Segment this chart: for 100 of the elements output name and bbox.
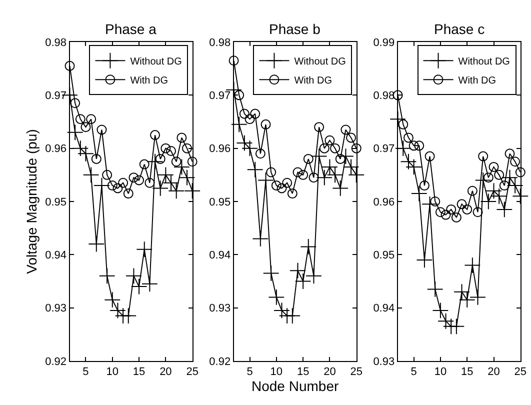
point [496, 201, 513, 218]
legend-label: With DG [458, 76, 496, 87]
point [408, 140, 419, 151]
point [98, 268, 116, 284]
point [419, 180, 430, 191]
point [424, 151, 435, 162]
point [271, 180, 282, 191]
point [184, 182, 201, 200]
point [462, 204, 472, 214]
point [252, 230, 269, 247]
x-tick-label: 15 [460, 366, 474, 378]
point [390, 110, 406, 128]
point [488, 162, 499, 172]
point [88, 236, 105, 252]
point [316, 169, 333, 186]
point [435, 207, 446, 218]
point [483, 172, 494, 183]
point [324, 135, 335, 146]
point [432, 302, 449, 319]
y-tick-label: 0.97 [45, 90, 67, 102]
y-tick-label: 0.93 [373, 356, 395, 368]
point [486, 182, 502, 200]
point [287, 188, 298, 199]
point [104, 292, 121, 308]
point [494, 170, 504, 180]
point [266, 167, 276, 178]
point [166, 146, 176, 156]
point [134, 175, 144, 186]
point [300, 238, 317, 255]
x-tick-label: 20 [160, 366, 172, 378]
point [467, 186, 478, 196]
y-tick-label: 0.93 [209, 302, 231, 315]
y-tick-label: 0.95 [45, 196, 67, 208]
point [504, 148, 515, 159]
y-tick-label: 0.96 [209, 143, 231, 156]
legend-label: With DG [294, 76, 332, 87]
x-tick-label: 10 [270, 366, 283, 378]
point [182, 143, 192, 154]
point [292, 167, 303, 178]
point [308, 172, 319, 183]
point [340, 124, 351, 135]
point [66, 124, 84, 141]
point [510, 156, 520, 167]
point [290, 262, 306, 279]
y-tick-label: 0.92 [209, 356, 231, 368]
point [410, 185, 428, 202]
point [456, 199, 467, 210]
point [82, 166, 100, 184]
x-tick-label: 20 [324, 366, 336, 378]
point [123, 188, 134, 199]
point [146, 153, 164, 170]
point [255, 148, 266, 159]
point [86, 114, 96, 124]
point [91, 154, 102, 164]
y-tick-label: 0.95 [373, 250, 395, 262]
point [306, 268, 322, 284]
point [102, 170, 112, 180]
point [70, 98, 80, 108]
point [426, 281, 444, 298]
point [478, 151, 488, 162]
point [250, 108, 260, 119]
point [242, 140, 258, 157]
point [351, 143, 362, 154]
point [310, 148, 328, 165]
point [112, 183, 123, 194]
x-tick-label: 20 [488, 366, 500, 378]
y-tick-label: 0.97 [209, 90, 231, 102]
point [430, 196, 440, 206]
x-tick-label: 25 [186, 366, 198, 378]
x-tick-label: 15 [296, 366, 310, 378]
point [94, 177, 110, 194]
point [438, 312, 454, 330]
point [139, 159, 150, 170]
point [480, 193, 497, 210]
x-tick-label: 5 [246, 366, 253, 378]
point [142, 276, 158, 292]
point [262, 265, 280, 282]
x-tick-label: 15 [132, 366, 146, 378]
point [130, 278, 148, 295]
y-tick-label: 0.92 [45, 356, 67, 368]
point [515, 167, 526, 178]
point [258, 172, 274, 188]
point [282, 178, 292, 188]
point [150, 130, 160, 140]
legend-label: Without DG [458, 56, 510, 68]
point [400, 153, 417, 170]
point [398, 119, 408, 130]
y-tick-label: 0.94 [373, 302, 395, 315]
point [187, 156, 198, 167]
point [274, 302, 290, 319]
x-tick-label: 5 [82, 366, 89, 378]
y-tick-label: 0.93 [45, 302, 67, 315]
point [110, 302, 126, 319]
point [338, 148, 354, 165]
y-axis-title: Voltage Magnitude (pu) [24, 129, 40, 274]
point [96, 124, 107, 135]
point [416, 252, 433, 268]
point [78, 145, 94, 162]
legend-label: With DG [130, 76, 168, 87]
point [178, 169, 196, 186]
